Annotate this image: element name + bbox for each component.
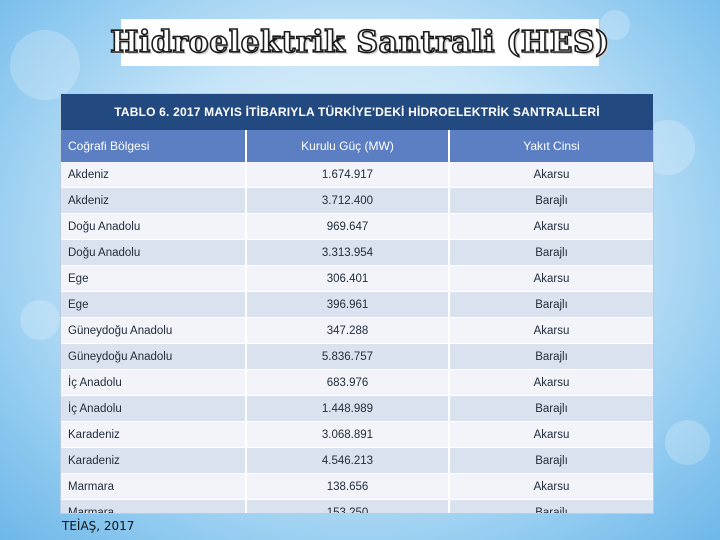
cell-region: Güneydoğu Anadolu: [61, 343, 247, 370]
table-row: Doğu Anadolu 969.647 Akarsu: [61, 213, 653, 240]
table-row: Marmara 138.656 Akarsu: [61, 473, 653, 500]
table-row: Karadeniz 4.546.213 Barajlı: [61, 447, 653, 474]
table-caption: TABLO 6. 2017 MAYIS İTİBARIYLA TÜRKİYE'D…: [61, 94, 653, 130]
cell-region: Ege: [61, 291, 247, 318]
cell-capacity: 396.961: [246, 291, 450, 318]
cell-fuel-type: Barajlı: [449, 343, 653, 370]
cell-fuel-type: Akarsu: [449, 162, 653, 188]
cell-fuel-type: Akarsu: [449, 473, 653, 500]
cell-region: Akdeniz: [61, 162, 247, 188]
cell-fuel-type: Barajlı: [449, 447, 653, 474]
cell-fuel-type: Barajlı: [449, 395, 653, 422]
cell-region: İç Anadolu: [61, 395, 247, 422]
cell-capacity: 153.250: [246, 499, 450, 513]
cell-capacity: 3.712.400: [246, 187, 450, 214]
cell-region: Güneydoğu Anadolu: [61, 317, 247, 344]
table-row: Akdeniz 3.712.400 Barajlı: [61, 187, 653, 214]
cell-capacity: 4.546.213: [246, 447, 450, 474]
cell-region: Marmara: [61, 499, 247, 513]
table-row: Ege 306.401 Akarsu: [61, 265, 653, 292]
cell-capacity: 1.448.989: [246, 395, 450, 422]
source-note: TEİAŞ, 2017: [62, 519, 135, 533]
hydro-table-card: TABLO 6. 2017 MAYIS İTİBARIYLA TÜRKİYE'D…: [60, 93, 654, 514]
table-row: İç Anadolu 1.448.989 Barajlı: [61, 395, 653, 422]
slide-title: Hidroelektrik Santrali (HES): [109, 24, 610, 61]
hydro-table: Coğrafi Bölgesi Kurulu Güç (MW) Yakıt Ci…: [61, 130, 653, 513]
cell-region: Ege: [61, 265, 247, 292]
cell-fuel-type: Akarsu: [449, 265, 653, 292]
cell-region: Doğu Anadolu: [61, 213, 247, 240]
cell-region: İç Anadolu: [61, 369, 247, 396]
table-row: İç Anadolu 683.976 Akarsu: [61, 369, 653, 396]
cell-region: Akdeniz: [61, 187, 247, 214]
cell-capacity: 5.836.757: [246, 343, 450, 370]
header-capacity: Kurulu Güç (MW): [246, 130, 450, 162]
table-row: Akdeniz 1.674.917 Akarsu: [61, 162, 653, 188]
table-body: Akdeniz 1.674.917 Akarsu Akdeniz 3.712.400 Ba…: [61, 162, 653, 513]
cell-capacity: 683.976: [246, 369, 450, 396]
cell-region: Karadeniz: [61, 447, 247, 474]
table-row: Marmara 153.250 Barajlı: [61, 499, 653, 513]
table-row: Güneydoğu Anadolu 5.836.757 Barajlı: [61, 343, 653, 370]
cell-capacity: 3.068.891: [246, 421, 450, 448]
cell-fuel-type: Barajlı: [449, 291, 653, 318]
cell-capacity: 347.288: [246, 317, 450, 344]
header-region: Coğrafi Bölgesi: [61, 130, 247, 162]
cell-region: Karadeniz: [61, 421, 247, 448]
table-row: Karadeniz 3.068.891 Akarsu: [61, 421, 653, 448]
cell-capacity: 138.656: [246, 473, 450, 500]
table-row: Güneydoğu Anadolu 347.288 Akarsu: [61, 317, 653, 344]
cell-fuel-type: Akarsu: [449, 421, 653, 448]
cell-capacity: 3.313.954: [246, 239, 450, 266]
cell-fuel-type: Akarsu: [449, 213, 653, 240]
cell-capacity: 969.647: [246, 213, 450, 240]
slide-title-box: Hidroelektrik Santrali (HES): [109, 19, 610, 66]
cell-region: Marmara: [61, 473, 247, 500]
cell-capacity: 1.674.917: [246, 162, 450, 188]
table-row: Ege 396.961 Barajlı: [61, 291, 653, 318]
cell-fuel-type: Akarsu: [449, 317, 653, 344]
cell-fuel-type: Barajlı: [449, 499, 653, 513]
cell-region: Doğu Anadolu: [61, 239, 247, 266]
cell-capacity: 306.401: [246, 265, 450, 292]
table-header-row: Coğrafi Bölgesi Kurulu Güç (MW) Yakıt Ci…: [61, 130, 653, 162]
table-row: Doğu Anadolu 3.313.954 Barajlı: [61, 239, 653, 266]
cell-fuel-type: Barajlı: [449, 187, 653, 214]
header-fuel-type: Yakıt Cinsi: [449, 130, 653, 162]
cell-fuel-type: Akarsu: [449, 369, 653, 396]
cell-fuel-type: Barajlı: [449, 239, 653, 266]
